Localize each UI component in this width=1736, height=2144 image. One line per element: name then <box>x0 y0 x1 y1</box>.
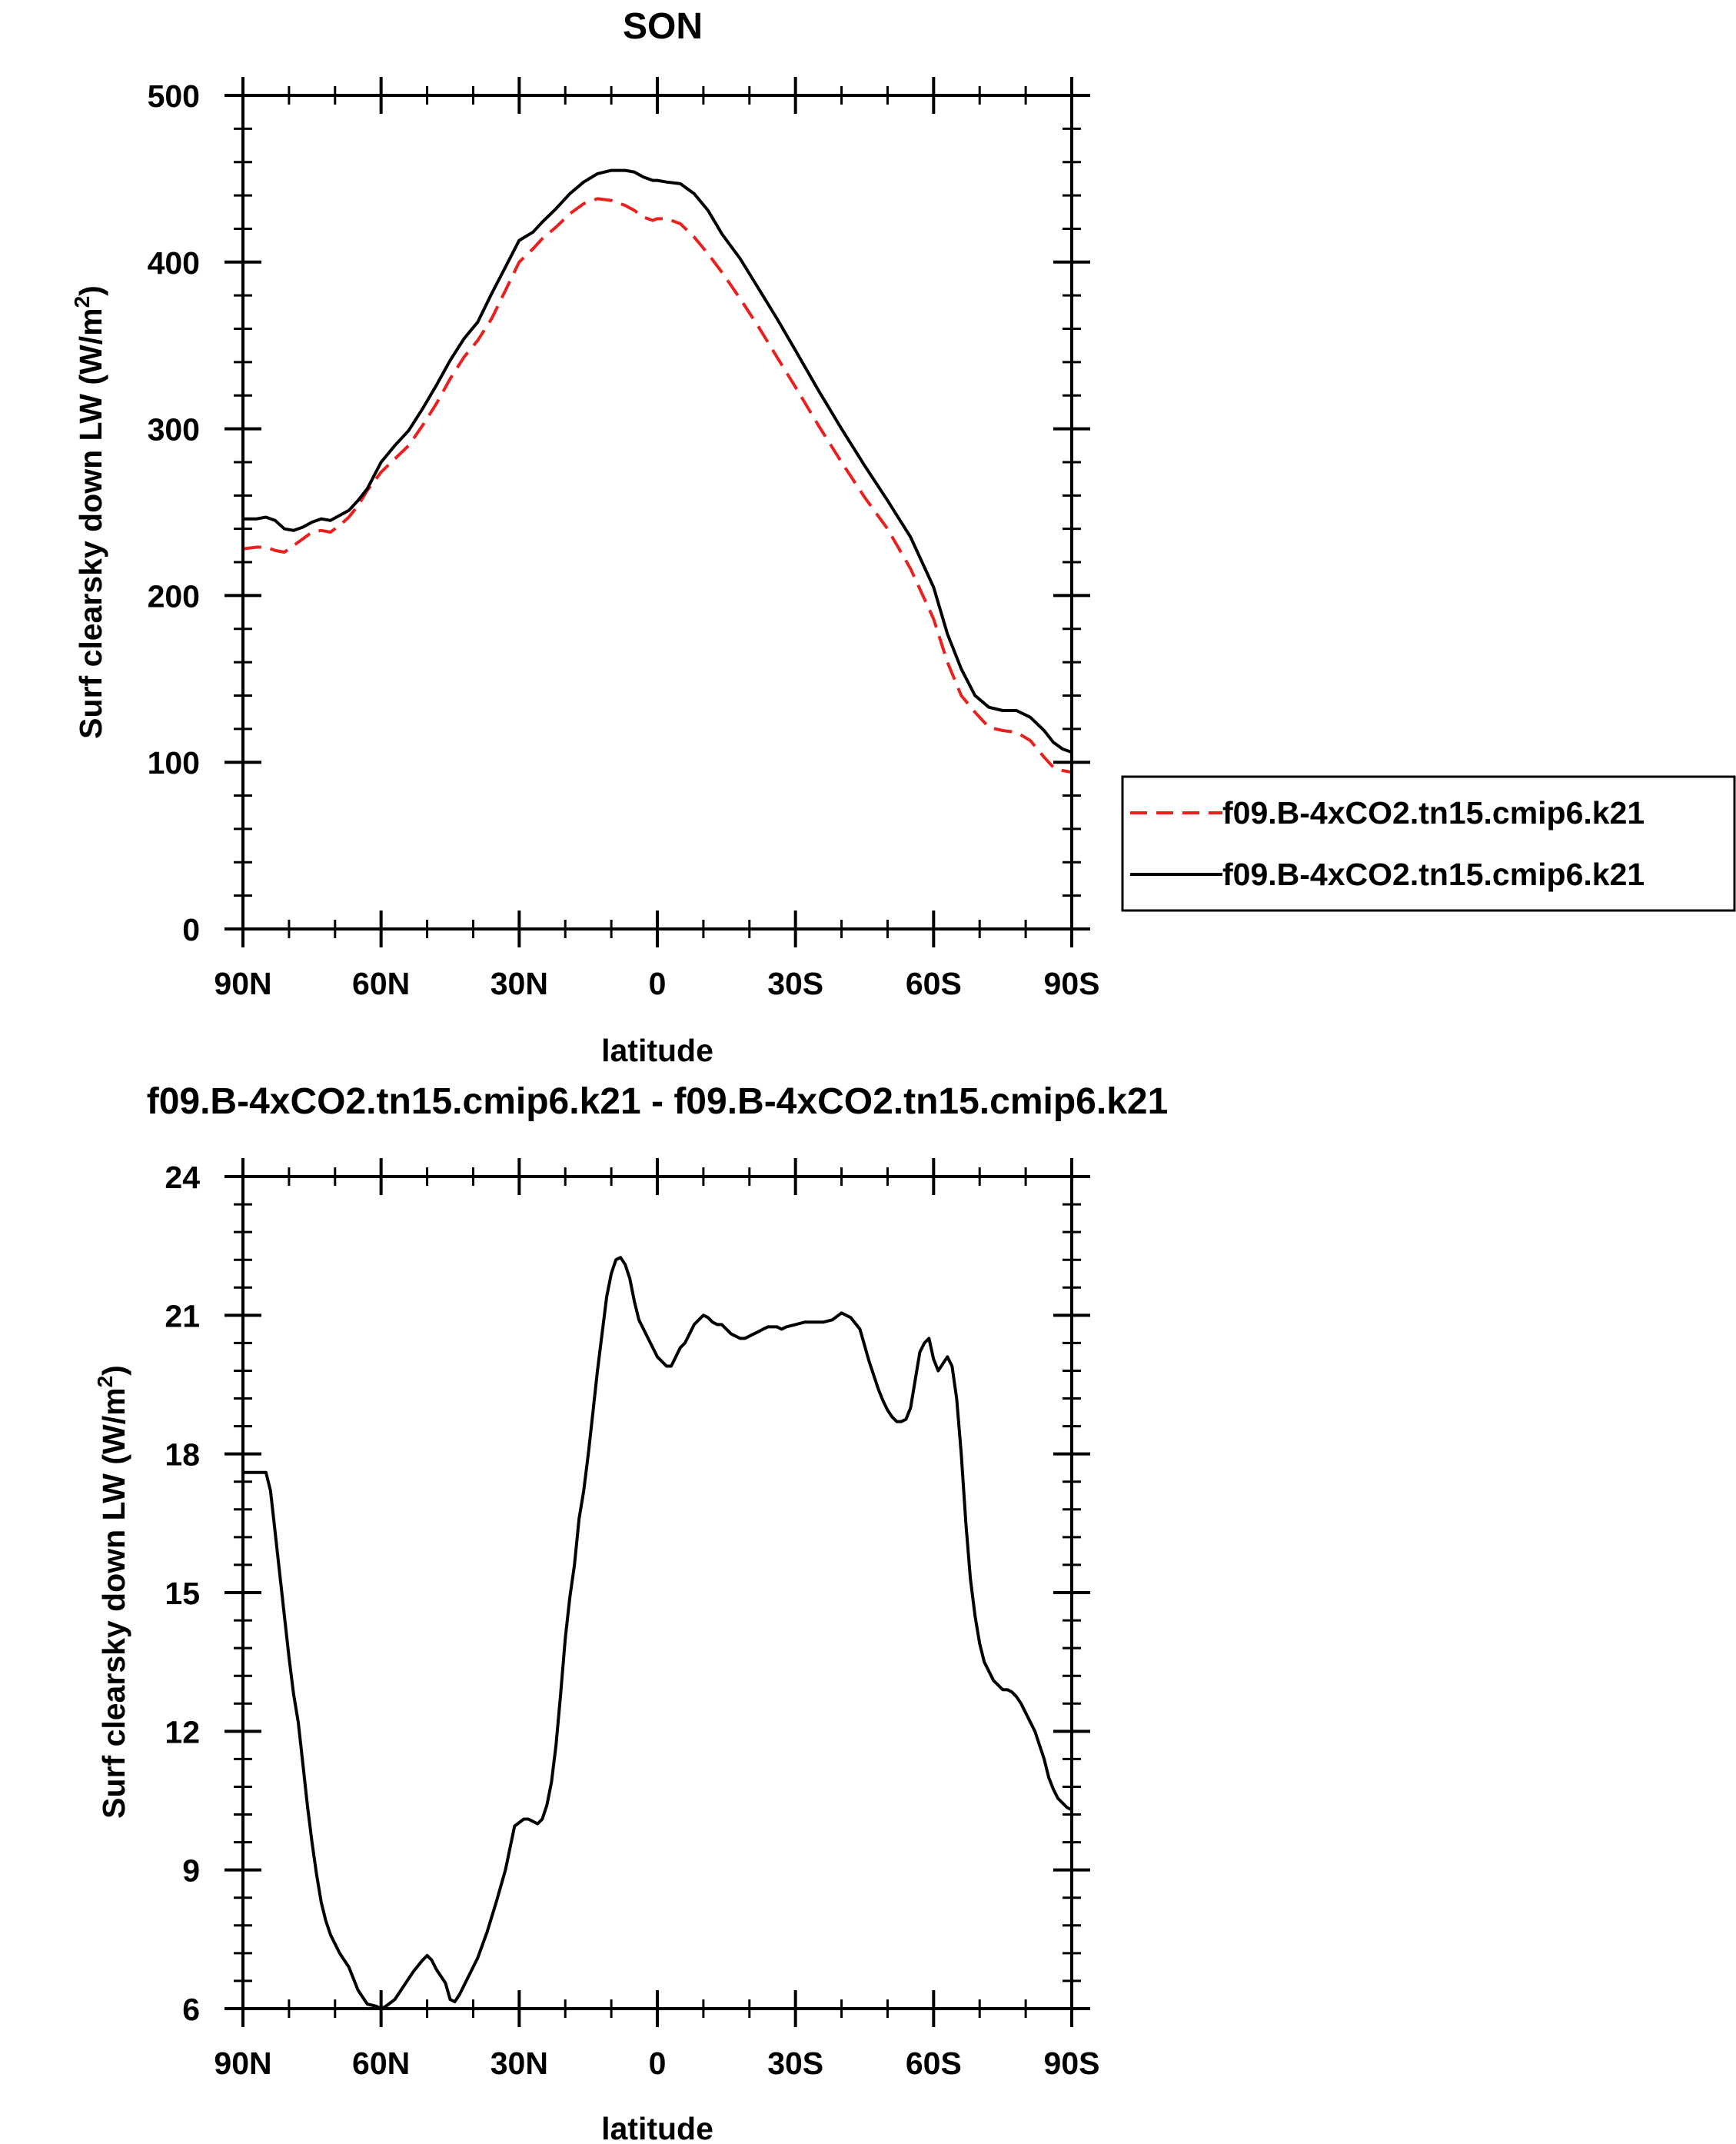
x-tick-label: 30N <box>491 966 548 1001</box>
top-y-axis-label-sup: 2 <box>70 296 94 308</box>
top-y-axis-label: Surf clearsky down LW (W/m2) <box>70 285 108 739</box>
bottom-series <box>243 1256 1073 2010</box>
bottom-x-axis-label: latitude <box>601 2111 713 2144</box>
x-tick-label: 90N <box>214 2046 271 2081</box>
x-tick-label: 30N <box>491 2046 548 2081</box>
bottom-ticks <box>224 1158 1090 2027</box>
series-line-solid <box>243 168 1073 754</box>
y-tick-label: 400 <box>148 245 200 281</box>
x-tick-label: 30S <box>767 966 823 1001</box>
series-line-solid <box>243 1256 1073 2010</box>
x-tick-label: 90S <box>1044 2046 1100 2081</box>
x-tick-label: 0 <box>649 2046 667 2081</box>
top-y-axis-label-close: ) <box>73 285 108 296</box>
bottom-panel: f09.B-4xCO2.tn15.cmip6.k21 - f09.B-4xCO2… <box>93 1081 1168 2144</box>
y-tick-label: 200 <box>148 578 200 614</box>
bottom-x-tick-labels: 90N 60N 30N 0 30S 60S 90S <box>214 2046 1099 2081</box>
x-tick-label: 60S <box>906 2046 962 2081</box>
top-x-tick-labels: 90N 60N 30N 0 30S 60S 90S <box>214 966 1099 1001</box>
y-tick-label: 9 <box>182 1853 200 1889</box>
series-line-dashed <box>242 197 1073 774</box>
y-tick-label: 0 <box>182 912 200 947</box>
x-tick-label: 60N <box>352 2046 410 2081</box>
x-tick-label: 90S <box>1044 966 1100 1001</box>
x-tick-label: 90N <box>214 966 271 1001</box>
legend-entry-2: f09.B-4xCO2.tn15.cmip6.k21 <box>1222 857 1645 892</box>
x-tick-label: 60N <box>352 966 410 1001</box>
bottom-y-tick-labels: 6 9 12 15 18 21 24 <box>165 1160 200 2027</box>
bottom-plot-frame <box>241 1175 1073 2010</box>
y-tick-label: 15 <box>165 1576 200 1611</box>
top-chart-title: SON <box>623 6 703 47</box>
x-tick-label: 60S <box>906 966 962 1001</box>
top-y-axis-label-main: Surf clearsky down LW (W/m <box>73 308 108 738</box>
bottom-chart-title: f09.B-4xCO2.tn15.cmip6.k21 - f09.B-4xCO2… <box>147 1081 1169 1122</box>
bottom-y-axis-label-main: Surf clearsky down LW (W/m <box>96 1387 131 1818</box>
y-tick-label: 18 <box>165 1437 200 1473</box>
y-tick-label: 500 <box>148 78 200 114</box>
y-tick-label: 21 <box>165 1298 200 1333</box>
top-y-tick-labels: 0 100 200 300 400 500 <box>148 78 200 947</box>
y-tick-label: 24 <box>165 1160 200 1195</box>
top-panel: SON 90N 60N 30N 0 30S 60S 90S 0 100 200 300 400 500… <box>70 6 1099 1068</box>
top-series <box>242 168 1073 774</box>
legend-entry-1: f09.B-4xCO2.tn15.cmip6.k21 <box>1222 795 1645 831</box>
y-tick-label: 12 <box>165 1714 200 1749</box>
legend: f09.B-4xCO2.tn15.cmip6.k21 f09.B-4xCO2.t… <box>1121 775 1736 912</box>
bottom-y-axis-label-close: ) <box>96 1365 131 1376</box>
y-tick-label: 6 <box>182 1992 200 2027</box>
y-tick-label: 100 <box>148 745 200 781</box>
legend-box <box>1121 775 1736 912</box>
top-plot-frame <box>241 94 1073 931</box>
top-x-axis-label: latitude <box>601 1033 713 1068</box>
x-tick-label: 30S <box>767 2046 823 2081</box>
bottom-y-axis-label: Surf clearsky down LW (W/m2) <box>93 1365 131 1819</box>
y-tick-label: 300 <box>148 412 200 448</box>
x-tick-label: 0 <box>649 966 667 1001</box>
bottom-y-axis-label-sup: 2 <box>93 1376 117 1388</box>
